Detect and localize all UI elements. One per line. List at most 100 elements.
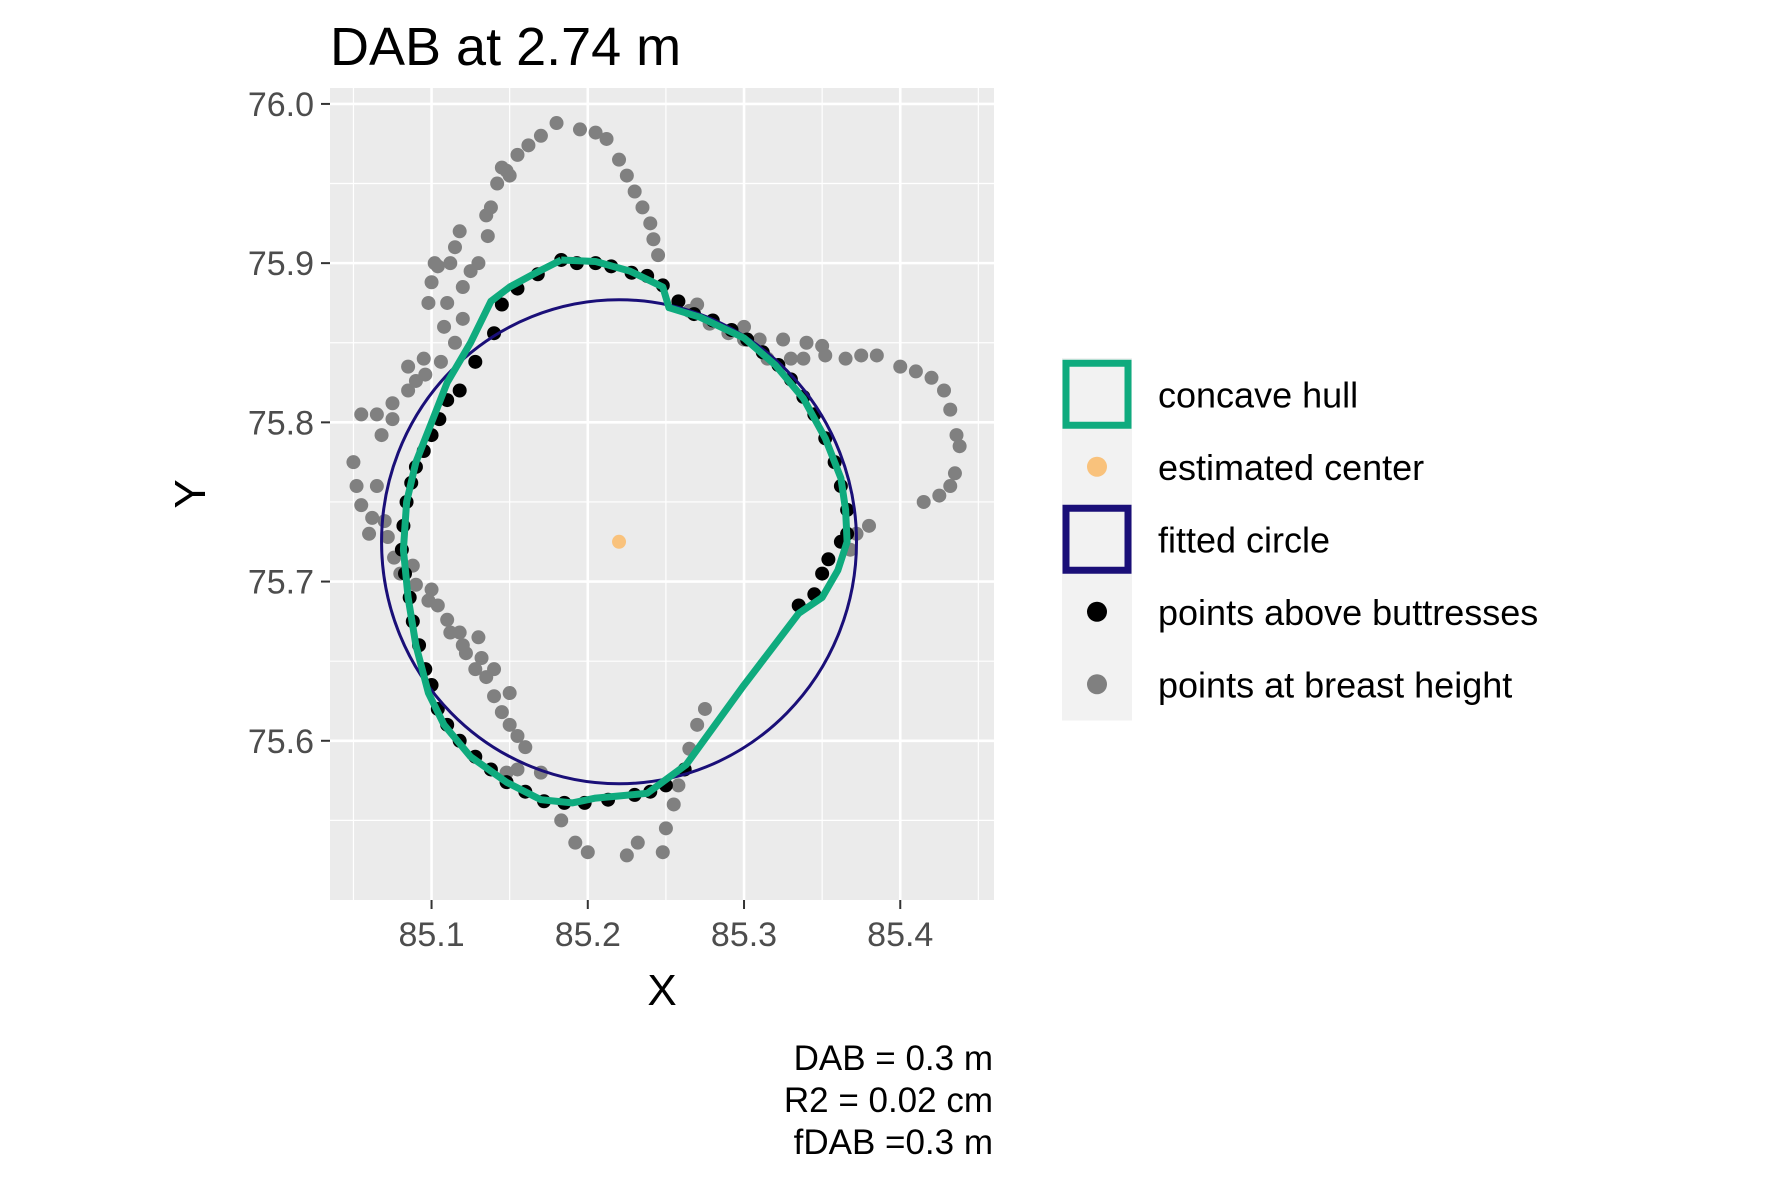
legend-label-circle: fitted circle: [1158, 519, 1330, 560]
legend-key-circle: [1062, 504, 1132, 574]
breast-height-point: [554, 813, 569, 828]
breast-height-point: [510, 147, 525, 162]
breast-height-point: [487, 689, 502, 704]
breast-height-point: [463, 264, 478, 279]
breast-height-point: [443, 625, 458, 640]
breast-height-point: [346, 455, 361, 470]
x-axis-title: X: [647, 966, 676, 1015]
breast-height-point: [458, 646, 473, 661]
breast-height-point: [924, 370, 939, 385]
breast-height-point: [666, 797, 681, 812]
breast-height-point: [776, 332, 791, 347]
concave-hull: [399, 256, 851, 807]
y-tick-label: 75.9: [248, 245, 314, 283]
breast-height-point: [479, 208, 494, 223]
breast-height-point: [737, 319, 752, 334]
breast-height-point: [494, 705, 509, 720]
above-buttress-point: [815, 566, 830, 581]
breast-height-point: [952, 439, 967, 454]
breast-height-point: [671, 778, 686, 793]
breast-height-point: [619, 848, 634, 863]
breast-height-point: [697, 701, 712, 716]
breast-height-point: [474, 650, 489, 665]
breast-height-point: [533, 128, 548, 143]
breast-height-point: [455, 311, 470, 326]
estimated-center-layer: [612, 534, 627, 549]
above-buttress-point: [494, 297, 509, 312]
x-tick-label: 85.2: [555, 916, 621, 954]
breast-height-point: [549, 116, 564, 131]
legend-label-breast: points at breast height: [1158, 664, 1512, 705]
breast-height-point: [799, 335, 814, 350]
breast-height-point: [369, 479, 384, 494]
breast-height-point: [437, 319, 452, 334]
breast-height-point: [937, 383, 952, 398]
breast-height-point: [424, 275, 439, 290]
breast-height-point: [893, 359, 908, 374]
breast-height-point: [635, 200, 650, 215]
legend-label-hull: concave hull: [1158, 374, 1358, 415]
caption-fdab: fDAB =0.3 m: [794, 1123, 993, 1162]
breast-height-point: [421, 593, 436, 608]
breast-height-point: [580, 845, 595, 860]
breast-height-point: [869, 348, 884, 363]
breast-height-point: [433, 354, 448, 369]
legend-key-breast: [1087, 674, 1107, 695]
breast-height-point: [408, 373, 423, 388]
breast-height-point: [932, 488, 947, 503]
breast-height-point: [655, 845, 670, 860]
legend-key-hull: [1062, 359, 1132, 429]
breast-height-point: [416, 351, 431, 366]
caption-dab: DAB = 0.3 m: [794, 1039, 993, 1078]
breast-height-point: [510, 729, 525, 744]
breast-height-point: [838, 351, 853, 366]
breast-height-point: [427, 256, 442, 271]
breast-height-point: [401, 359, 416, 374]
y-axis-title: Y: [166, 479, 215, 508]
concave-hull-layer: [399, 256, 851, 807]
breast-height-point: [588, 125, 603, 140]
breast-height-point: [949, 428, 964, 443]
breast-height-point: [818, 348, 833, 363]
breast-height-point: [471, 630, 486, 645]
breast-height-point: [502, 168, 517, 183]
breast-height-point: [424, 582, 439, 597]
breast-height-point: [385, 396, 400, 411]
breast-height-point: [783, 351, 798, 366]
breast-height-point: [908, 364, 923, 379]
breast-height-point: [646, 232, 661, 247]
breast-height-point: [362, 526, 377, 541]
breast-height-point: [440, 295, 455, 310]
breast-height-point: [572, 122, 587, 137]
breast-height-point: [619, 168, 634, 183]
breast-height-point: [369, 407, 384, 422]
y-tick-label: 76.0: [248, 86, 314, 124]
breast-height-point: [947, 466, 962, 481]
breast-height-point: [518, 740, 533, 755]
legend-key-center: [1087, 456, 1107, 477]
breast-height-point: [374, 428, 389, 443]
breast-height-point: [468, 662, 483, 677]
breast-height-point: [502, 717, 517, 732]
breast-height-point: [943, 479, 958, 494]
caption-r2: R2 = 0.02 cm: [784, 1081, 993, 1120]
breast-height-point: [354, 498, 369, 513]
breast-height-point: [385, 412, 400, 427]
breast-height-point: [943, 402, 958, 417]
above-buttress-point: [468, 354, 483, 369]
breast-height-point: [630, 835, 645, 850]
breast-height-point: [447, 240, 462, 255]
estimated-center-point: [612, 534, 627, 549]
legend-label-center: estimated center: [1158, 447, 1424, 488]
breast-height-point: [521, 138, 536, 153]
breast-height-point: [490, 176, 505, 191]
breast-height-point: [452, 224, 467, 239]
y-tick-label: 75.8: [248, 404, 314, 442]
plot-panel: [330, 88, 994, 900]
breast-height-point: [408, 577, 423, 592]
breast-height-point: [377, 514, 392, 529]
breast-height-point: [349, 479, 364, 494]
y-tick-label: 75.6: [248, 723, 314, 761]
breast-height-point: [401, 383, 416, 398]
